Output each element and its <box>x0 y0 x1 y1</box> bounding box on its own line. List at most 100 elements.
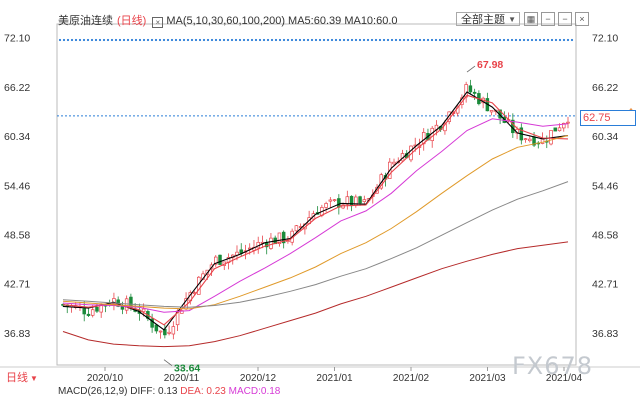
y-tick-label-right: 72.10 <box>592 33 618 45</box>
top-dot <box>250 38 254 42</box>
top-dot <box>122 38 126 42</box>
x-tick-label: 2021/01 <box>316 373 353 384</box>
top-dot <box>138 38 142 42</box>
top-dot <box>458 38 462 42</box>
top-dot <box>226 38 230 42</box>
top-dot <box>546 38 550 42</box>
top-dot <box>442 38 446 42</box>
annotation-pointer <box>466 65 476 73</box>
top-dot <box>110 38 114 42</box>
top-dot <box>410 38 414 42</box>
candle-body <box>124 298 129 311</box>
candle-body <box>294 225 299 232</box>
top-dot <box>218 38 222 42</box>
top-dot <box>570 38 574 42</box>
top-dot <box>522 38 526 42</box>
candle-body <box>120 306 125 310</box>
top-dot <box>234 38 238 42</box>
ma5-value: MA5:60.39 <box>288 15 342 27</box>
x-tick-label: 2021/02 <box>393 373 430 384</box>
candle-body <box>281 231 286 244</box>
top-dot <box>246 38 250 42</box>
candle-body <box>349 195 354 207</box>
top-dot <box>134 38 138 42</box>
top-dot <box>270 38 274 42</box>
candle-body <box>180 310 184 314</box>
ma-line-ma10 <box>62 94 569 326</box>
top-dot <box>90 38 94 42</box>
top-dot <box>290 38 294 42</box>
top-dot <box>530 38 534 42</box>
top-dot <box>338 38 342 42</box>
period-label[interactable]: (日线) <box>117 15 147 27</box>
top-dot <box>206 38 210 42</box>
candle-body <box>82 308 86 315</box>
top-dot <box>298 38 302 42</box>
top-dot <box>438 38 442 42</box>
top-dot <box>358 38 362 42</box>
candle-body <box>345 196 350 205</box>
candle-body <box>158 330 163 333</box>
top-dot <box>330 38 334 42</box>
watermark: FX678 <box>512 352 594 380</box>
top-dot <box>318 38 322 42</box>
y-tick-label-right: 54.46 <box>592 180 618 192</box>
period-text: 日线 <box>120 15 143 27</box>
top-dot <box>474 38 478 42</box>
top-dot <box>190 38 194 42</box>
grid-icon[interactable]: ▦ <box>524 12 538 26</box>
top-dot <box>450 38 454 42</box>
symbol-name: 美原油连续 <box>58 15 113 27</box>
x-tick-label: 2021/03 <box>469 373 506 384</box>
y-tick-label-left: 48.58 <box>4 230 30 242</box>
top-dot <box>158 38 162 42</box>
top-dot <box>266 38 270 42</box>
top-dot <box>382 38 386 42</box>
theme-dropdown[interactable]: 全部主题 ▼ <box>456 12 520 26</box>
top-dot <box>70 38 74 42</box>
candle-body <box>86 313 91 316</box>
minus-icon-2[interactable]: − <box>558 12 572 26</box>
top-dot <box>566 38 570 42</box>
top-dot <box>86 38 90 42</box>
macd-value: MACD:0.18 <box>228 386 281 397</box>
candle-body <box>362 199 367 202</box>
ma-settings-icon[interactable]: × <box>152 17 164 28</box>
top-dot <box>334 38 338 42</box>
top-dot <box>274 38 278 42</box>
top-dot <box>534 38 538 42</box>
candle-body <box>341 204 345 209</box>
top-dot <box>126 38 130 42</box>
ma-label: MA(5,10,30,60,100,200) <box>166 15 285 27</box>
top-dot <box>282 38 286 42</box>
top-dot <box>370 38 374 42</box>
top-dot <box>202 38 206 42</box>
top-dot <box>478 38 482 42</box>
close-icon[interactable]: × <box>575 12 589 26</box>
top-dot <box>402 38 406 42</box>
x-tick-label: 2020/12 <box>240 373 277 384</box>
x-tick-label: 2020/11 <box>164 373 200 384</box>
candle-body <box>489 110 494 113</box>
y-tick-label-right: 48.58 <box>592 230 618 242</box>
top-dot <box>506 38 510 42</box>
y-tick-label-left: 36.83 <box>4 328 30 340</box>
minus-icon[interactable]: − <box>541 12 555 26</box>
top-dot <box>498 38 502 42</box>
ma-line-ma100 <box>62 181 569 308</box>
top-dot <box>166 38 170 42</box>
top-dot <box>454 38 458 42</box>
top-dot <box>98 38 102 42</box>
top-dot <box>418 38 422 42</box>
candle-body <box>358 196 362 204</box>
top-dot <box>94 38 98 42</box>
theme-dropdown-label: 全部主题 <box>461 14 505 26</box>
candle-body <box>553 127 558 132</box>
top-dot <box>446 38 450 42</box>
period-selector[interactable]: 日线 ▼ <box>6 369 38 385</box>
top-dot <box>426 38 430 42</box>
top-dot <box>310 38 314 42</box>
candle-body <box>472 91 477 94</box>
top-dot <box>306 38 310 42</box>
